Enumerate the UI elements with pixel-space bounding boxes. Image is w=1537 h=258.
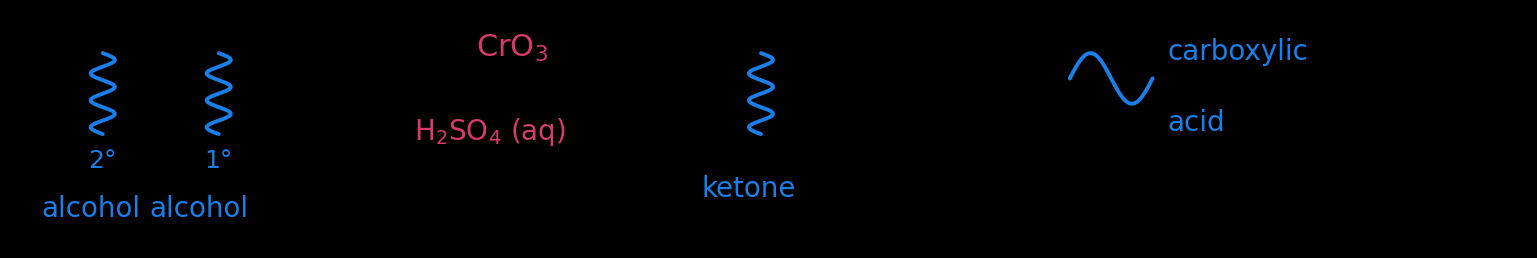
Text: CrO$_3$: CrO$_3$ bbox=[476, 33, 549, 64]
Text: ketone: ketone bbox=[702, 174, 796, 203]
Text: acid: acid bbox=[1168, 109, 1225, 137]
Text: alcohol: alcohol bbox=[41, 195, 140, 223]
Text: 1°: 1° bbox=[204, 149, 234, 173]
Text: alcohol: alcohol bbox=[149, 195, 249, 223]
Text: carboxylic: carboxylic bbox=[1168, 38, 1308, 66]
Text: H$_2$SO$_4$ (aq): H$_2$SO$_4$ (aq) bbox=[413, 116, 566, 148]
Text: 2°: 2° bbox=[89, 149, 117, 173]
